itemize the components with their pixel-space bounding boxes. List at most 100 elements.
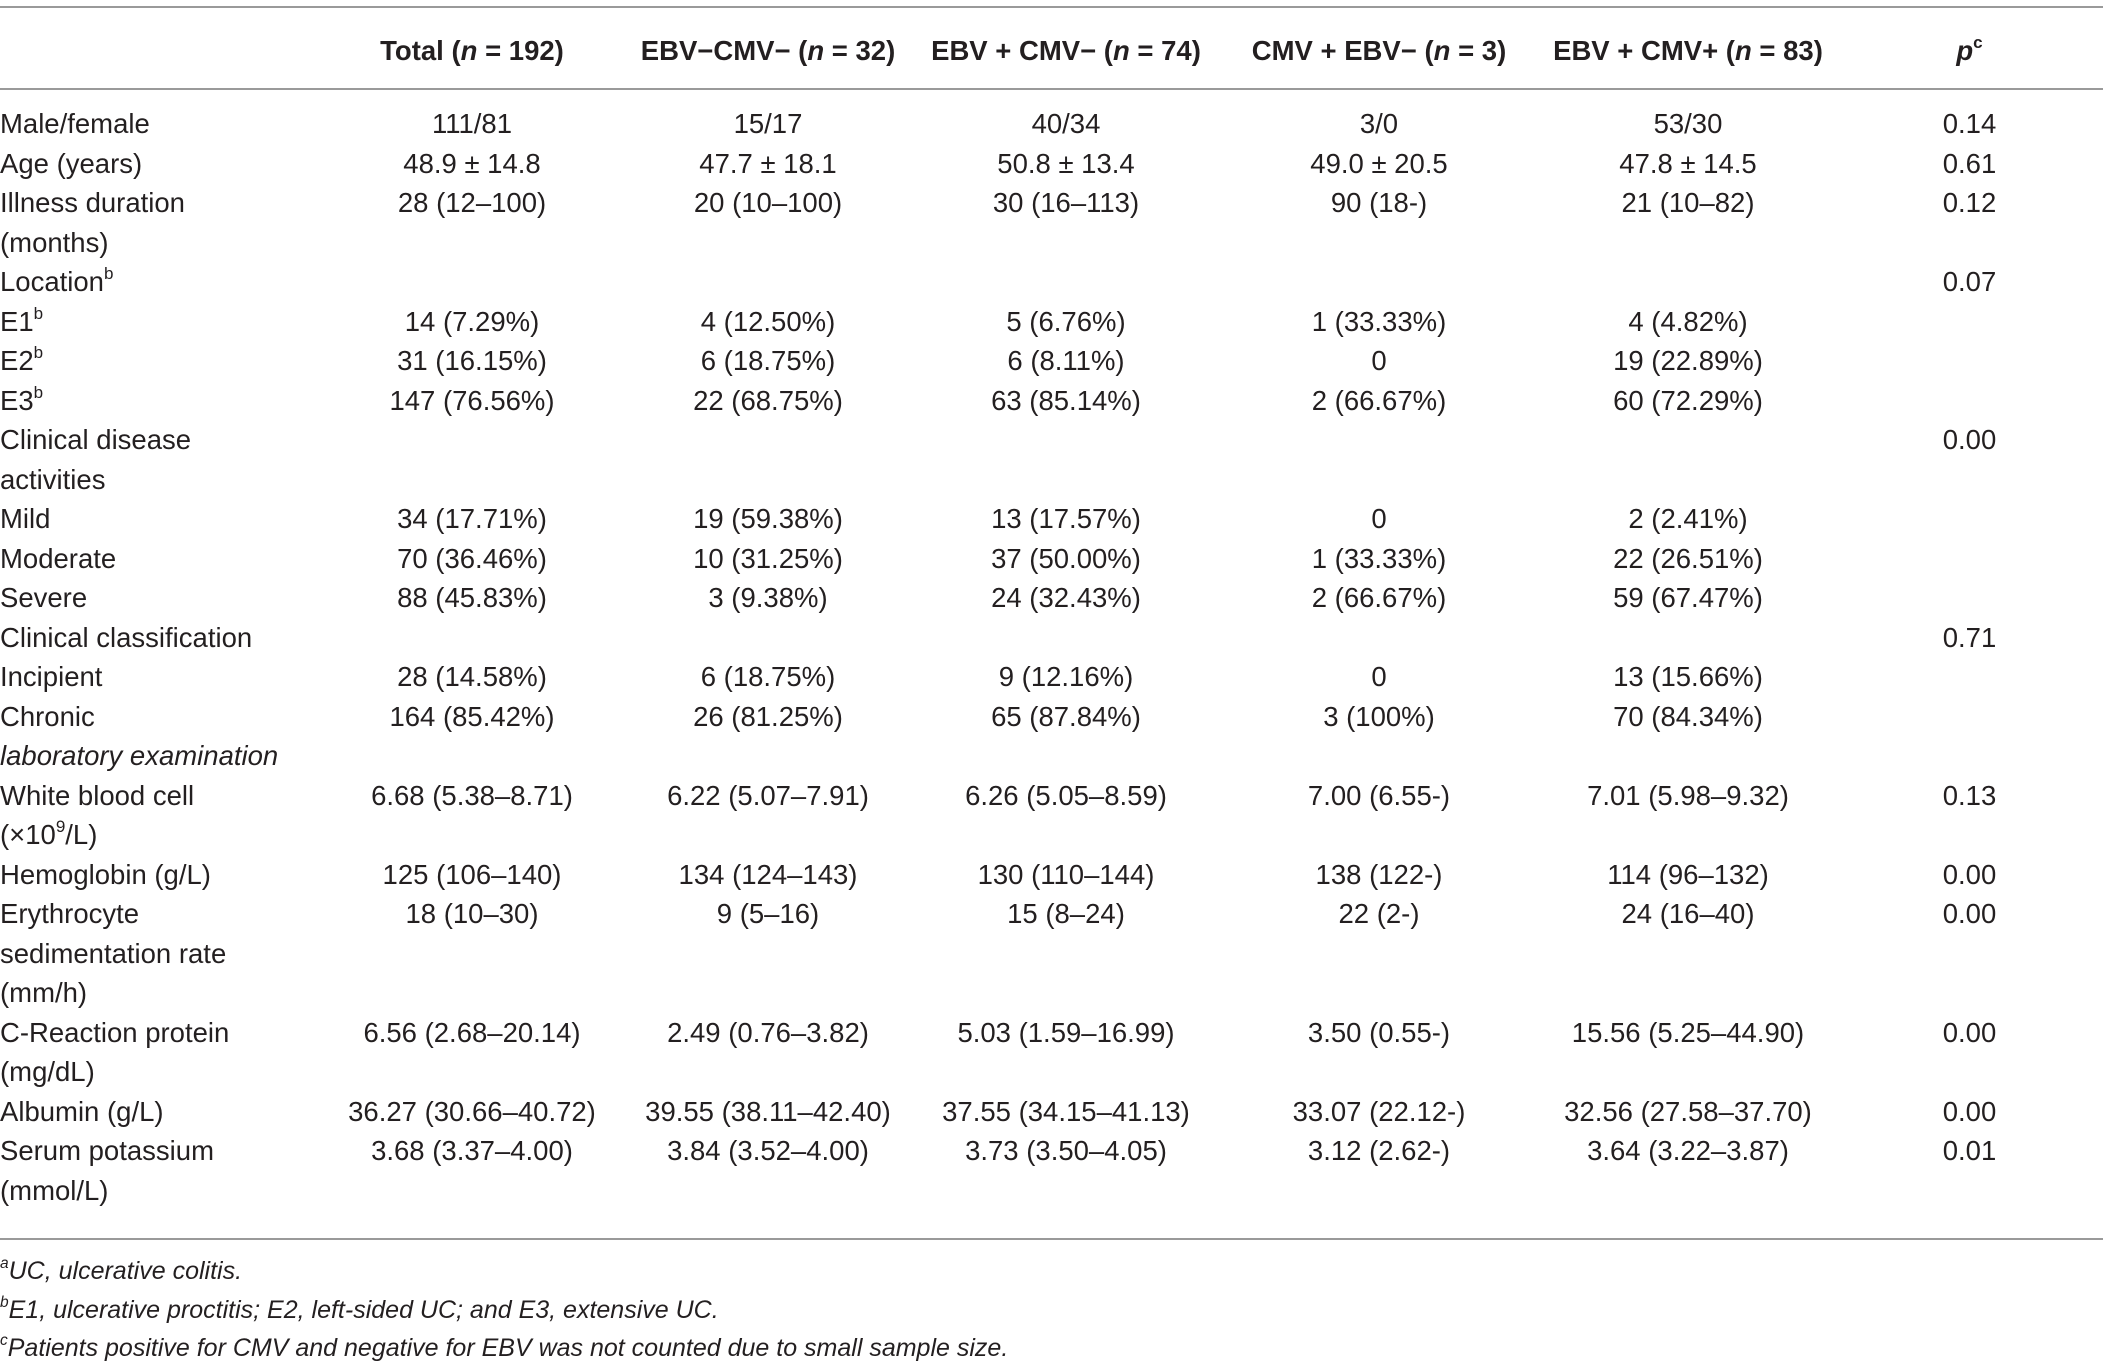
p-value-cell: 0.61 [1942,147,1997,179]
table-cell: 3.73 (3.50–4.05) [965,1135,1167,1166]
table-cell: 36.27 (30.66–40.72) [348,1095,596,1127]
table-cell [622,934,914,974]
table-cell: 18 (10–30) [405,898,539,929]
table-cell [1218,460,1540,500]
p-value-cell: 0.14 [1942,108,1997,139]
table-cell: 2.49 (0.76–3.82) [667,1016,869,1048]
table-cell [1218,262,1540,302]
p-value-cell [1836,460,2103,500]
table-cell [1540,736,1836,776]
row-label: (mmol/L) [0,1174,109,1206]
table-cell: 3 (9.38%) [708,582,828,613]
row-label: Albumin (g/L) [0,1095,164,1127]
footnote: cPatients positive for CMV and negative … [0,1332,1009,1362]
p-value-cell [1836,697,2103,737]
table-cell: 53/30 [1653,108,1723,139]
header-row: Total (n = 192) EBV−CMV− (n = 32) EBV + … [0,26,2103,76]
p-value-cell [1836,657,2103,697]
p-value-cell [1836,1052,2103,1092]
table-cell: 37 (50.00%) [991,542,1141,574]
table-cell: 32.56 (27.58–37.70) [1564,1095,1812,1127]
table-header: Total (n = 192) EBV−CMV− (n = 32) EBV + … [0,26,2103,76]
table-cell: 3/0 [1359,108,1399,139]
p-value-cell: 0.07 [1942,266,1997,297]
table-cell: 114 (96–132) [1607,858,1769,890]
data-table: Male/female 111/81 15/17 40/34 3/0 53/30 0.14 A… [0,104,2103,1210]
table-cell [322,1052,622,1092]
p-value-cell [1836,973,2103,1013]
table-cell [914,420,1218,460]
p-value-cell: 0.01 [1942,1135,1997,1166]
table-cell [1540,1171,1836,1211]
table-cell [1218,973,1540,1013]
table-cell [1540,815,1836,855]
table-cell: 138 (122-) [1315,858,1443,890]
row-label: Hemoglobin (g/L) [0,858,211,890]
table-cell: 6.22 (5.07–7.91) [667,779,869,811]
table-row: E3b 147 (76.56%) 22 (68.75%) 63 (85.14%) 2 (… [0,381,2103,421]
table-cell: 164 (85.42%) [389,700,555,732]
table-cell: 4 (4.82%) [1628,305,1748,337]
table-cell [322,934,622,974]
table-row: White blood cell 6.68 (5.38–8.71) 6.22 (5.… [0,776,2103,816]
table-cell [1218,1171,1540,1211]
table-cell: 10 (31.25%) [693,542,843,574]
table-cell [322,973,622,1013]
table-row: (×109/L) [0,815,2103,855]
table-cell: 6.26 (5.05–8.59) [965,779,1167,811]
table-cell [1540,262,1836,302]
table-row: Hemoglobin (g/L) 125 (106–140) 134 (124–14… [0,855,2103,895]
row-label: Locationb [0,264,114,297]
row-label: (mg/dL) [0,1056,95,1087]
table-cell: 30 (16–113) [992,187,1140,218]
row-label: (mm/h) [0,977,88,1008]
table-cell: 2 (66.67%) [1311,582,1447,613]
row-label: laboratory examination [0,740,279,771]
header-label-column [0,26,322,76]
row-label: Moderate [0,542,117,574]
table-cell [622,1052,914,1092]
table-cell: 3.68 (3.37–4.00) [371,1135,573,1166]
table-cell: 0 [1371,345,1387,376]
p-value-cell [1836,341,2103,381]
table-row: (months) [0,223,2103,263]
table-cell: 6.68 (5.38–8.71) [371,779,573,811]
table-row: Serum potassium 3.68 (3.37–4.00) 3.84 (3.5… [0,1131,2103,1171]
table-cell: 37.55 (34.15–41.13) [942,1095,1190,1127]
table-cell [1218,934,1540,974]
table-row: C-Reaction protein 6.56 (2.68–20.14) 2.49 … [0,1013,2103,1053]
table-row: sedimentation rate [0,934,2103,974]
p-value-cell: 0.00 [1942,858,1997,890]
table-cell: 19 (59.38%) [693,503,843,534]
table-cell: 13 (17.57%) [991,503,1141,534]
table-cell: 3.64 (3.22–3.87) [1587,1135,1789,1166]
table-cell [322,420,622,460]
table-cell [1218,736,1540,776]
table-cell: 22 (68.75%) [693,384,843,416]
table-cell [622,223,914,263]
table-cell [1540,420,1836,460]
table-cell: 22 (2-) [1338,898,1420,929]
table-cell: 6 (18.75%) [700,345,836,376]
p-value-cell [1836,223,2103,263]
table-cell: 3.84 (3.52–4.00) [667,1135,869,1166]
table-cell [914,736,1218,776]
table-cell [322,262,622,302]
table-cell: 3.50 (0.55-) [1307,1016,1451,1048]
table-cell: 20 (10–100) [693,187,843,218]
p-value-cell: 0.00 [1942,1016,1997,1048]
p-value-cell: 0.00 [1942,424,1997,455]
table-cell: 47.7 ± 18.1 [699,147,837,179]
table-row: Albumin (g/L) 36.27 (30.66–40.72) 39.55 (3… [0,1092,2103,1132]
table-cell [622,1171,914,1211]
table-cell [914,1052,1218,1092]
table-cell: 4 (12.50%) [700,305,836,337]
table-cell: 134 (124–143) [678,858,858,890]
row-label: Serum potassium [0,1135,214,1166]
row-label: sedimentation rate [0,937,227,969]
table-cell: 70 (36.46%) [397,542,547,574]
row-label: C-Reaction protein [0,1016,230,1048]
row-label: Erythrocyte [0,898,140,929]
table-row: Incipient 28 (14.58%) 6 (18.75%) 9 (12.16%)… [0,657,2103,697]
header-ebv-pos-cmv-pos: EBV + CMV+ (n = 83) [1553,35,1823,66]
